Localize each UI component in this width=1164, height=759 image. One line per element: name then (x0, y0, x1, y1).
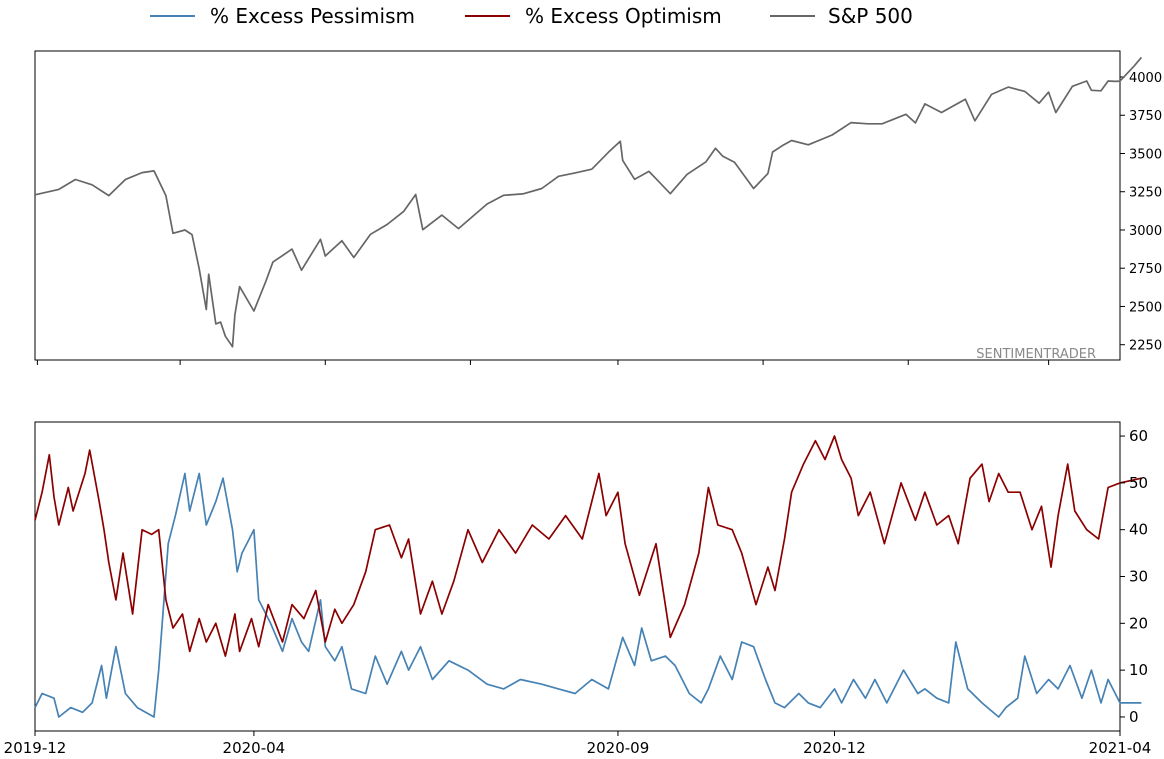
sentiment-plot-frame (34, 421, 1121, 732)
y-tick-label: 2500 (1129, 300, 1162, 315)
sp500-panel: 2250 2500 2750 3000 3250 3500 3750 4000 SENTIME… (34, 50, 1162, 365)
y-tick-label: 3500 (1129, 147, 1162, 162)
y-tick-label: 2750 (1129, 262, 1162, 277)
x-tick-label: 2020-04 (223, 739, 286, 757)
sp500-plot-frame (34, 50, 1121, 361)
sentiment-panel: 2019-12 2020-04 2020-09 2020-12 2021-04 0 10 2… (4, 421, 1152, 757)
series-line-excess-optimism (34, 435, 1142, 657)
sp500-y-axis: 2250 2500 2750 3000 3250 3500 3750 4000 (1120, 71, 1162, 354)
legend-label-pessimism: % Excess Pessimism (210, 4, 415, 28)
y-tick-label: 3250 (1129, 186, 1162, 201)
y-tick-label: 2250 (1129, 339, 1162, 354)
y-tick-label: 40 (1129, 521, 1148, 539)
legend: % Excess Pessimism % Excess Optimism S&P… (150, 4, 913, 28)
x-tick-label: 2021-04 (1089, 739, 1152, 757)
legend-label-optimism: % Excess Optimism (525, 4, 722, 28)
y-tick-label: 20 (1129, 614, 1148, 632)
y-tick-label: 3750 (1129, 109, 1162, 124)
y-tick-label: 50 (1129, 474, 1148, 492)
sentiment-y-axis: 0 10 20 30 40 50 60 (1120, 427, 1148, 726)
series-line-excess-pessimism (34, 472, 1142, 718)
legend-label-sp500: S&P 500 (828, 4, 913, 28)
x-tick-label: 2020-09 (587, 739, 650, 757)
y-tick-label: 30 (1129, 568, 1148, 586)
sentiment-x-axis: 2019-12 2020-04 2020-09 2020-12 2021-04 (4, 731, 1152, 757)
x-tick-label: 2019-12 (4, 739, 67, 757)
sp500-x-ticks (36, 360, 1050, 365)
y-tick-label: 3000 (1129, 224, 1162, 239)
sentiment-series (34, 435, 1142, 718)
y-tick-label: 60 (1129, 427, 1148, 445)
sp500-series (34, 56, 1143, 348)
watermark: SENTIMENTRADER (976, 347, 1096, 362)
series-line-s-p-500 (34, 56, 1143, 348)
x-tick-label: 2020-12 (803, 739, 866, 757)
y-tick-label: 4000 (1129, 71, 1162, 86)
y-tick-label: 0 (1129, 708, 1139, 726)
y-tick-label: 10 (1129, 661, 1148, 679)
